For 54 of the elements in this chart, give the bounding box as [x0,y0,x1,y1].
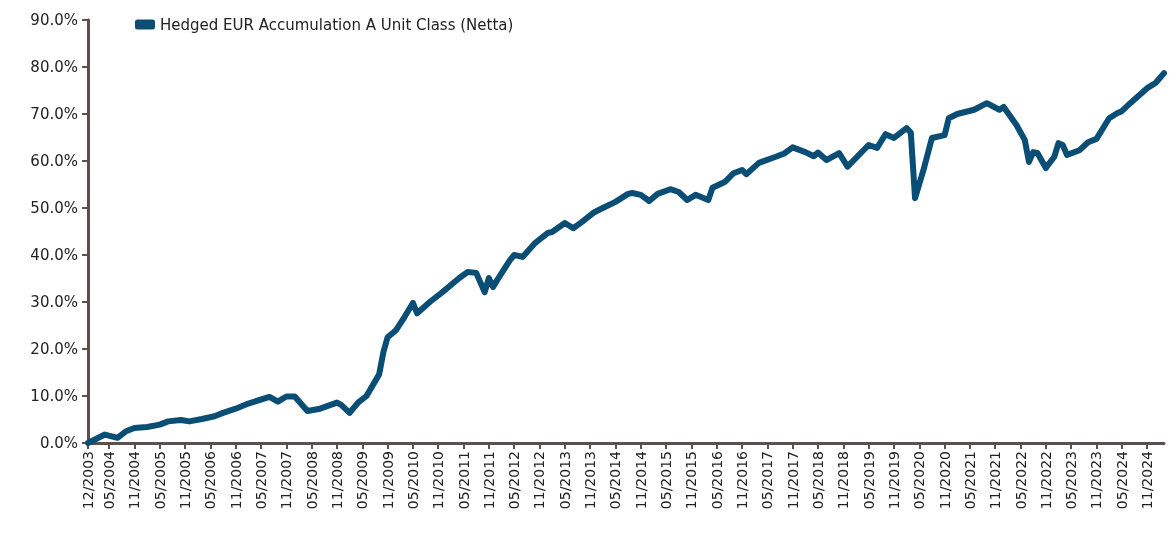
y-tick-label: 90.0% [30,11,78,29]
x-tick-label: 11/2013 [582,451,599,510]
x-tick-label: 05/2020 [911,451,928,510]
y-tick-label: 20.0% [30,340,78,358]
x-tick-label: 11/2014 [632,450,649,510]
x-tick-label: 05/2017 [759,451,776,510]
x-tick-label: 11/2006 [227,450,244,510]
x-tick-label: 11/2009 [379,451,396,510]
x-tick-label: 05/2023 [1063,451,1080,510]
x-tick-label: 11/2022 [1037,451,1054,510]
x-tick-label: 05/2013 [556,451,573,510]
legend-label: Hedged EUR Accumulation A Unit Class (Netta) [160,15,514,34]
x-tick-label: 05/2018 [809,451,826,510]
x-tick-label: 05/2021 [961,451,978,510]
x-tick-label: 05/2012 [506,451,523,510]
x-tick-label: 05/2011 [455,451,472,510]
x-tick-label: 11/2005 [177,451,194,510]
x-tick-label: 05/2014 [607,450,624,510]
x-tick-label: 11/2016 [734,450,751,510]
x-tick-label: 11/2021 [987,451,1004,510]
x-tick-label: 05/2010 [404,451,421,510]
x-tick-label: 05/2015 [658,451,675,510]
x-tick-label: 11/2023 [1088,451,1105,510]
x-tick-label: 05/2016 [708,450,725,510]
y-tick-label: 60.0% [30,152,78,170]
y-tick-label: 10.0% [30,387,78,405]
y-tick-label: 50.0% [30,199,78,217]
x-tick-label: 05/2019 [860,451,877,510]
x-tick-label: 05/2008 [303,451,320,510]
x-tick-label: 11/2018 [835,451,852,510]
x-tick-label: 05/2009 [354,451,371,510]
x-tick-label: 11/2019 [885,451,902,510]
x-tick-label: 05/2006 [202,450,219,510]
x-tick-label: 11/2011 [480,451,497,510]
x-tick-label: 11/2024 [1139,450,1156,510]
y-tick-label: 70.0% [30,105,78,123]
x-tick-label: 05/2007 [253,451,269,510]
y-tick-label: 80.0% [30,58,78,76]
x-tick-label: 11/2015 [683,451,700,510]
y-tick-label: 0.0% [39,434,78,452]
x-tick-label: 11/2012 [531,451,548,510]
x-tick-label: 11/2020 [936,451,953,510]
x-tick-label: 11/2004 [126,450,143,510]
y-tick-label: 40.0% [30,246,78,264]
y-tick-label: 30.0% [30,293,78,311]
x-tick-label: 11/2010 [430,451,447,510]
x-tick-label: 05/2004 [101,450,118,510]
x-tick-label: 12/2003 [80,451,96,510]
x-tick-label: 05/2022 [1012,451,1029,510]
x-tick-label: 11/2008 [328,451,345,510]
x-tick-label: 11/2017 [784,451,801,510]
x-tick-label: 11/2007 [278,451,295,510]
x-tick-label: 05/2005 [151,451,168,510]
x-tick-label: 05/2024 [1113,450,1130,510]
